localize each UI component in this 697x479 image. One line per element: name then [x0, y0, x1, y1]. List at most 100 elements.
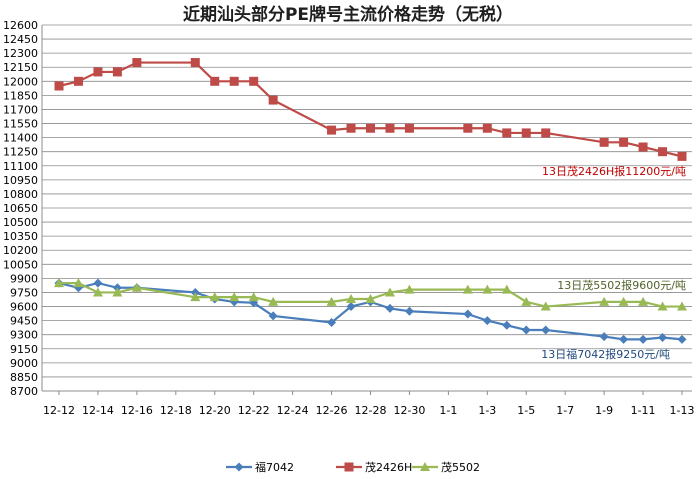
y-tick-label: 11550 — [3, 118, 38, 131]
y-tick-label: 9600 — [10, 301, 38, 314]
data-point — [268, 95, 278, 105]
y-tick-label: 12300 — [3, 47, 38, 60]
x-tick-label: 12-22 — [238, 404, 270, 417]
data-point — [190, 58, 200, 68]
data-point — [677, 151, 687, 161]
data-point — [248, 292, 259, 302]
axes — [41, 25, 692, 392]
data-point — [93, 278, 103, 288]
legend-item: 茂5502 — [412, 460, 480, 474]
data-point — [501, 284, 512, 294]
data-point — [677, 334, 687, 344]
y-tick-label: 10950 — [3, 174, 38, 187]
y-tick-label: 9300 — [10, 329, 38, 342]
y-tick-label: 10350 — [3, 230, 38, 243]
data-point — [521, 296, 532, 306]
y-tick-label: 11400 — [3, 132, 38, 145]
y-tick-label: 12450 — [3, 33, 38, 46]
legend-label: 茂2426H — [365, 460, 412, 474]
data-point — [210, 76, 220, 86]
data-point — [268, 311, 278, 321]
data-point — [619, 334, 629, 344]
y-tick-label: 12150 — [3, 61, 38, 74]
legend-marker — [420, 462, 430, 471]
data-point — [404, 306, 414, 316]
data-point — [599, 137, 609, 147]
x-tick-label: 12-12 — [43, 404, 75, 417]
data-point — [132, 58, 142, 68]
data-point — [541, 128, 551, 138]
data-point — [112, 287, 123, 297]
data-point — [92, 287, 103, 297]
y-tick-label: 9750 — [10, 286, 38, 299]
data-point — [54, 278, 64, 288]
data-point — [131, 282, 142, 292]
data-point — [482, 284, 493, 294]
x-tick-label: 12-16 — [121, 404, 153, 417]
x-tick-label: 12-20 — [199, 404, 231, 417]
legend-item: 茂2426H — [336, 460, 412, 474]
series-2 — [54, 58, 687, 161]
chart-title: 近期汕头部分PE牌号主流价格走势（无税） — [183, 4, 513, 25]
grid-lines — [42, 24, 692, 392]
data-point — [540, 301, 551, 311]
y-tick-label: 11850 — [3, 89, 38, 102]
data-point — [599, 332, 609, 342]
y-tick-label: 10800 — [3, 188, 38, 201]
annotations: 13日茂2426H报11200元/吨 13日茂5502报9600元/吨 13日福70… — [541, 164, 686, 361]
legend-label: 茂5502 — [441, 460, 480, 474]
data-point — [404, 284, 415, 294]
data-point — [384, 287, 395, 297]
data-point — [249, 76, 259, 86]
data-point — [268, 296, 279, 306]
legend-item: 福7042 — [226, 460, 294, 474]
data-point — [346, 123, 356, 133]
x-tick-label: 1-1 — [439, 404, 457, 417]
data-point — [521, 325, 531, 335]
y-tick-label: 9150 — [10, 343, 38, 356]
y-tick-label: 10200 — [3, 244, 38, 257]
y-tick-label: 9900 — [10, 272, 38, 285]
x-tick-label: 12-14 — [82, 404, 114, 417]
data-point — [346, 302, 356, 312]
data-point — [112, 67, 122, 77]
x-tick-label: 1-3 — [478, 404, 496, 417]
annotation-label: 13日茂2426H报11200元/吨 — [542, 164, 686, 178]
data-point — [658, 333, 668, 343]
data-point — [618, 296, 629, 306]
annotation-label: 13日茂5502报9600元/吨 — [557, 278, 686, 292]
data-point — [385, 303, 395, 313]
data-point — [541, 325, 551, 335]
x-tick-label: 1-9 — [595, 404, 613, 417]
y-tick-label: 11250 — [3, 146, 38, 159]
annotation-label: 13日福7042报9250元/吨 — [541, 347, 670, 361]
y-tick-label: 10500 — [3, 216, 38, 229]
x-tick-label: 12-28 — [355, 404, 387, 417]
y-tick-label: 9000 — [10, 357, 38, 370]
series-layer — [54, 58, 687, 344]
x-tick-label: 1-7 — [556, 404, 574, 417]
data-point — [462, 284, 473, 294]
data-point — [73, 76, 83, 86]
data-point — [73, 278, 84, 288]
legend-marker — [344, 462, 354, 472]
y-tick-label: 8700 — [10, 385, 38, 398]
data-point — [599, 296, 610, 306]
series-3 — [54, 278, 687, 311]
data-point — [638, 142, 648, 152]
y-tick-label: 11100 — [3, 160, 38, 173]
x-tick-label: 12-30 — [393, 404, 425, 417]
y-tick-label: 9450 — [10, 315, 38, 328]
y-tick-label: 11700 — [3, 103, 38, 116]
data-point — [521, 128, 531, 138]
data-point — [229, 76, 239, 86]
data-point — [638, 334, 648, 344]
data-point — [326, 296, 337, 306]
y-tick-label: 8850 — [10, 371, 38, 384]
data-point — [658, 147, 668, 157]
data-point — [502, 128, 512, 138]
x-axis-ticks: 12-12 12-14 12-16 12-18 12-20 12-22 12-24 12-26… — [43, 391, 694, 417]
data-point — [190, 292, 201, 302]
data-point — [619, 137, 629, 147]
